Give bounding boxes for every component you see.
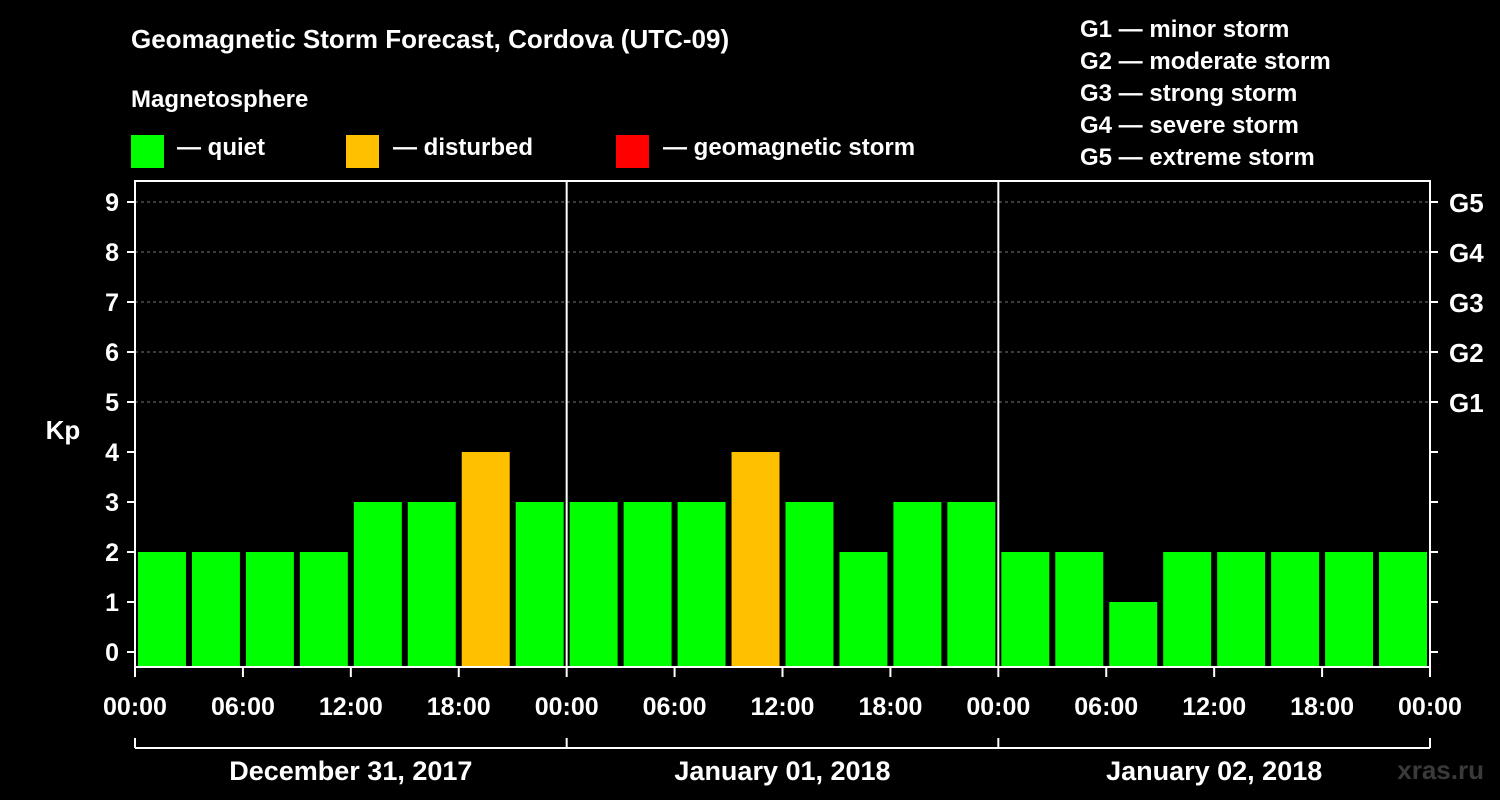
- right-axis-label-G3: G3: [1449, 288, 1484, 318]
- storm-scale-g1: G1 — minor storm: [1080, 16, 1290, 43]
- kp-bar-21: [1271, 552, 1320, 667]
- y-tick-label-5: 5: [105, 389, 119, 417]
- kp-bar-22: [1325, 552, 1374, 667]
- kp-bar-20: [1217, 552, 1266, 667]
- chart-title: Geomagnetic Storm Forecast, Cordova (UTC…: [131, 24, 730, 54]
- kp-bar-15: [947, 502, 996, 667]
- kp-bar-17: [1055, 552, 1104, 667]
- site-credit: xras.ru: [1397, 755, 1484, 785]
- x-tick-label-12: 00:00: [1398, 693, 1462, 721]
- x-tick-label-5: 06:00: [643, 693, 707, 721]
- kp-bar-7: [515, 502, 564, 667]
- kp-bar-19: [1163, 552, 1212, 667]
- kp-bar-12: [785, 502, 834, 667]
- storm-scale-g4: G4 — severe storm: [1080, 112, 1299, 139]
- storm-scale-g2: G2 — moderate storm: [1080, 48, 1331, 75]
- x-tick-label-1: 06:00: [211, 693, 275, 721]
- x-tick-label-6: 12:00: [751, 693, 815, 721]
- x-tick-label-8: 00:00: [966, 693, 1030, 721]
- x-tick-label-0: 00:00: [103, 693, 167, 721]
- x-tick-label-10: 12:00: [1182, 693, 1246, 721]
- kp-bar-10: [677, 502, 726, 667]
- x-tick-label-4: 00:00: [535, 693, 599, 721]
- right-axis-label-G4: G4: [1449, 238, 1484, 268]
- kp-bar-13: [839, 552, 888, 667]
- x-tick-label-11: 18:00: [1290, 693, 1354, 721]
- x-tick-label-9: 06:00: [1074, 693, 1138, 721]
- kp-bar-4: [353, 502, 402, 667]
- storm-scale-g5: G5 — extreme storm: [1080, 144, 1315, 171]
- right-axis-label-G2: G2: [1449, 338, 1484, 368]
- y-tick-label-3: 3: [105, 489, 119, 517]
- y-tick-label-8: 8: [105, 239, 119, 267]
- kp-bar-23: [1379, 552, 1427, 667]
- kp-bar-18: [1109, 602, 1158, 667]
- legend-label-quiet: — quiet: [177, 134, 265, 161]
- kp-bar-11: [731, 452, 780, 667]
- day-label-2: January 02, 2018: [1106, 756, 1322, 786]
- kp-bar-0: [138, 552, 186, 667]
- storm-scale-g3: G3 — strong storm: [1080, 80, 1298, 107]
- kp-bar-3: [299, 552, 348, 667]
- day-label-1: January 01, 2018: [674, 756, 890, 786]
- kp-bar-5: [407, 502, 456, 667]
- right-axis-label-G5: G5: [1449, 188, 1484, 218]
- kp-bar-14: [893, 502, 942, 667]
- storm-scale-legend: G1 — minor storm G2 — moderate storm G3 …: [1080, 14, 1331, 174]
- y-tick-label-2: 2: [105, 539, 119, 567]
- legend-label-disturbed: — disturbed: [393, 134, 534, 161]
- kp-bar-1: [191, 552, 240, 667]
- kp-bar-9: [623, 502, 672, 667]
- legend-swatch-quiet: [131, 135, 164, 168]
- x-tick-label-7: 18:00: [858, 693, 922, 721]
- right-axis-label-G1: G1: [1449, 388, 1484, 418]
- y-tick-label-1: 1: [105, 589, 119, 617]
- y-tick-label-6: 6: [105, 339, 119, 367]
- kp-bar-8: [569, 502, 618, 667]
- legend-heading: Magnetosphere: [131, 86, 309, 113]
- x-tick-label-2: 12:00: [319, 693, 383, 721]
- y-tick-label-9: 9: [105, 189, 119, 217]
- day-label-0: December 31, 2017: [229, 756, 472, 786]
- y-axis-title: Kp: [46, 415, 81, 445]
- kp-bar-6: [461, 452, 510, 667]
- y-tick-label-7: 7: [105, 289, 119, 317]
- kp-bar-2: [245, 552, 294, 667]
- y-tick-label-0: 0: [105, 639, 119, 667]
- legend-swatch-disturbed: [346, 135, 379, 168]
- legend-swatch-storm: [616, 135, 649, 168]
- y-tick-label-4: 4: [105, 439, 119, 467]
- legend-label-storm: — geomagnetic storm: [663, 134, 916, 161]
- kp-bar-16: [1001, 552, 1050, 667]
- x-tick-label-3: 18:00: [427, 693, 491, 721]
